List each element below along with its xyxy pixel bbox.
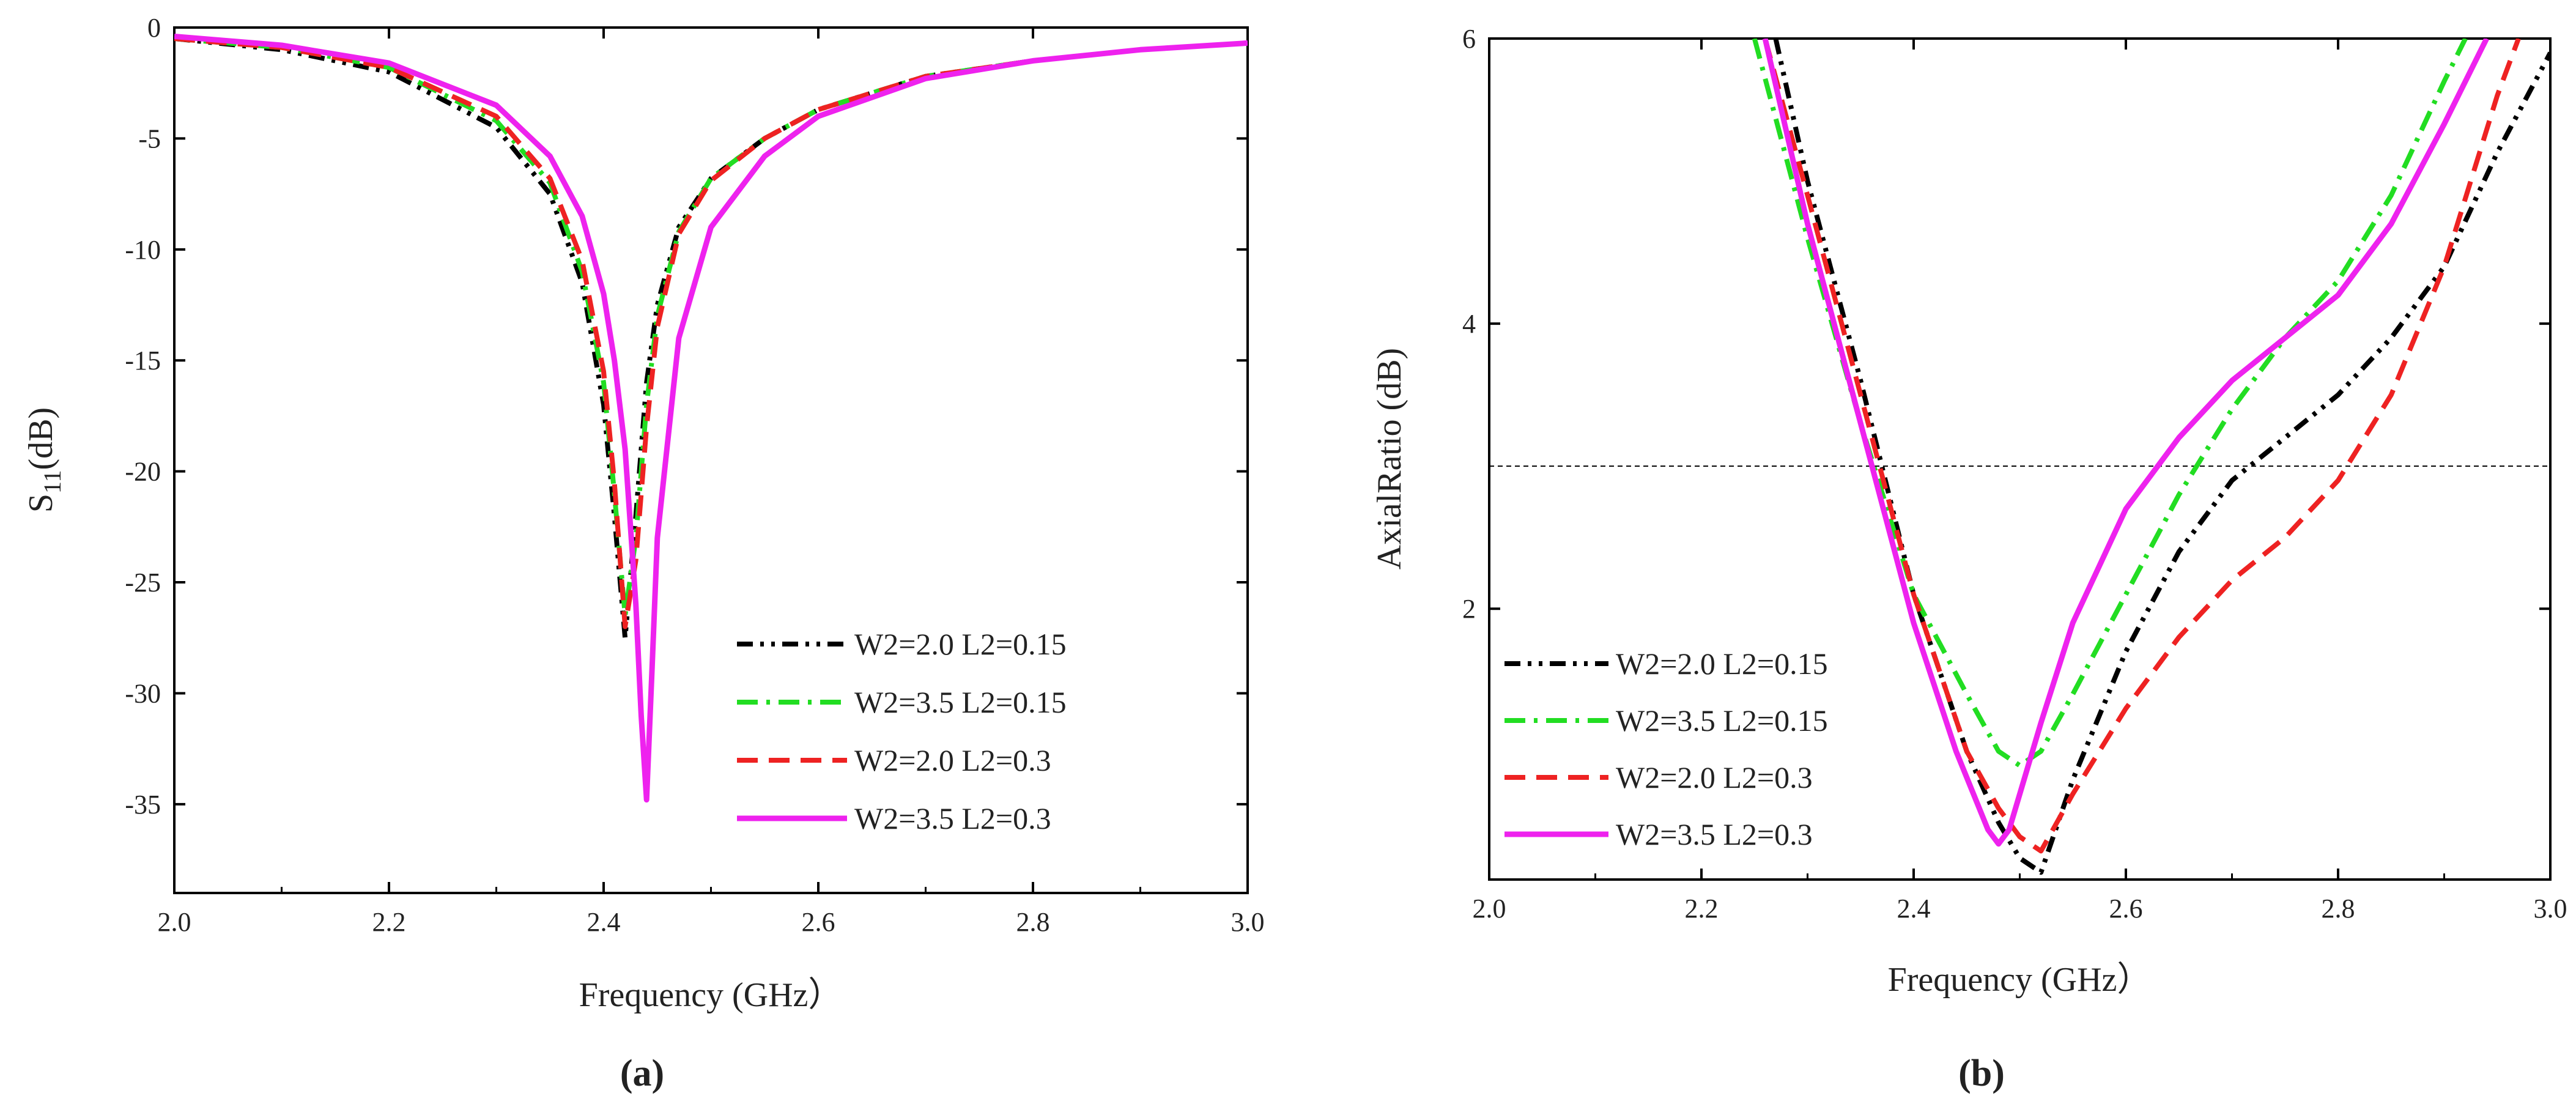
y-tick-label-a: -30 — [125, 678, 161, 708]
legend-label-a-w2-2-0-l2-0-15: W2=2.0 L2=0.15 — [854, 627, 1067, 661]
x-tick-label-a: 2.2 — [372, 907, 406, 937]
y-tick-label-b: 2 — [1462, 594, 1476, 624]
x-tick-label-b: 2.0 — [1473, 894, 1506, 924]
y-tick-label-b: 4 — [1462, 309, 1476, 339]
y-tick-label-b: 6 — [1462, 24, 1476, 54]
legend-label-a-w2-3-5-l2-0-15: W2=3.5 L2=0.15 — [854, 685, 1067, 719]
x-tick-label-b: 2.4 — [1897, 894, 1931, 924]
y-axis-title-b: AxialRatio (dB) — [1371, 348, 1408, 569]
y-tick-label-a: -15 — [125, 346, 161, 376]
panel-b: 2.0 2.2 2.4 2.6 2.8 3.0 2 4 6 W2=2.0 L2=0.15 W2=3… — [1371, 24, 2567, 1094]
y-tick-label-a: 0 — [147, 13, 161, 43]
x-tick-label-b: 3.0 — [2534, 894, 2567, 924]
series-line-a-w2-2-0-l2-0-3 — [174, 36, 1248, 629]
plot-area-a — [173, 26, 1249, 894]
y-axis-title-sub-a: 11 — [39, 470, 66, 494]
y-tick-label-a: -10 — [125, 235, 161, 265]
y-tick-label-a: -5 — [138, 124, 161, 154]
x-tick-label-b: 2.2 — [1685, 894, 1719, 924]
legend-label-b-w2-2-0-l2-0-15: W2=2.0 L2=0.15 — [1616, 646, 1828, 681]
x-tick-label-a: 2.0 — [158, 907, 191, 937]
x-tick-label-a: 3.0 — [1231, 907, 1265, 937]
legend-label-b-w2-2-0-l2-0-3: W2=2.0 L2=0.3 — [1616, 760, 1813, 795]
y-axis-title-a: S11(dB) — [22, 407, 66, 513]
series-line-b-w2-3-5-l2-0-15 — [1752, 39, 2468, 768]
series-line-b-w2-2-0-l2-0-15 — [1773, 39, 2550, 875]
x-tick-label-b: 2.8 — [2322, 894, 2355, 924]
x-axis-title-b: Frequency (GHz） — [1888, 961, 2152, 999]
y-tick-label-a: -25 — [125, 568, 161, 598]
legend-b: W2=2.0 L2=0.15 W2=3.5 L2=0.15 W2=2.0 L2=0.… — [1505, 646, 1828, 851]
x-tick-label-b: 2.6 — [2109, 894, 2143, 924]
x-tick-label-a: 2.8 — [1016, 907, 1050, 937]
series-line-a-w2-3-5-l2-0-15 — [174, 36, 1248, 618]
legend-label-a-w2-3-5-l2-0-3: W2=3.5 L2=0.3 — [854, 801, 1051, 835]
panel-label-b: (b) — [1958, 1053, 2005, 1094]
y-axis-title-unit-a: (dB) — [22, 407, 60, 470]
series-line-b-w2-3-5-l2-0-3 — [1762, 39, 2489, 847]
series-line-b-w2-2-0-l2-0-3 — [1763, 39, 2521, 854]
x-tick-label-a: 2.6 — [802, 907, 835, 937]
x-tick-label-a: 2.4 — [587, 907, 621, 937]
y-tick-label-a: -20 — [125, 457, 161, 487]
legend-label-b-w2-3-5-l2-0-15: W2=3.5 L2=0.15 — [1616, 703, 1828, 738]
panel-a: 2.0 2.2 2.4 2.6 2.8 3.00-5-10-15-20-25-30-35 … — [22, 13, 1265, 1094]
legend-label-b-w2-3-5-l2-0-3: W2=3.5 L2=0.3 — [1616, 817, 1813, 851]
plot-area-b — [1488, 37, 2552, 881]
y-axis-title-main-a: S — [22, 494, 60, 513]
panel-label-a: (a) — [620, 1053, 664, 1094]
series-line-a-w2-2-0-l2-0-15 — [174, 36, 1248, 640]
series-line-a-w2-3-5-l2-0-3 — [174, 34, 1248, 803]
legend-label-a-w2-2-0-l2-0-3: W2=2.0 L2=0.3 — [854, 743, 1051, 777]
y-tick-label-a: -35 — [125, 790, 161, 820]
x-axis-title-a: Frequency (GHz） — [579, 976, 843, 1014]
legend-a: W2=2.0 L2=0.15 W2=3.5 L2=0.15 W2=2.0 L2=0.… — [737, 627, 1067, 835]
